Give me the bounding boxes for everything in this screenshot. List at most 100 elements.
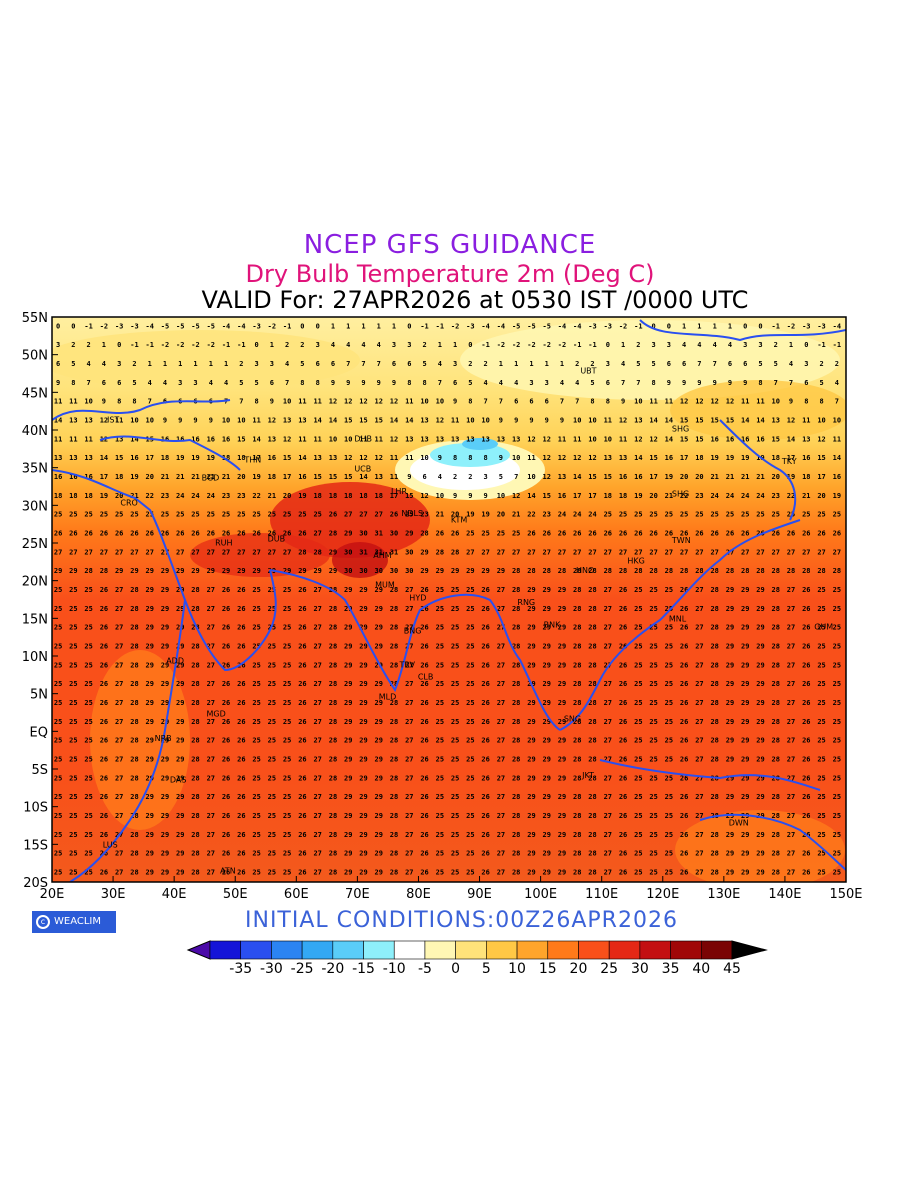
grid-value: 2 bbox=[774, 341, 778, 349]
grid-value: 26 bbox=[619, 831, 627, 839]
grid-value: -4 bbox=[497, 322, 505, 330]
grid-value: 27 bbox=[604, 624, 612, 632]
grid-value: 26 bbox=[237, 793, 245, 801]
lat-label: EQ bbox=[30, 725, 48, 740]
grid-value: 28 bbox=[772, 567, 780, 575]
grid-value: 27 bbox=[695, 812, 703, 820]
grid-value: 25 bbox=[665, 755, 673, 763]
grid-value: 27 bbox=[161, 548, 169, 556]
grid-value: 29 bbox=[161, 737, 169, 745]
grid-value: 27 bbox=[100, 548, 108, 556]
grid-value: 13 bbox=[405, 435, 413, 443]
grid-value: 28 bbox=[390, 812, 398, 820]
grid-value: 16 bbox=[634, 473, 642, 481]
grid-value: 29 bbox=[161, 850, 169, 858]
grid-value: 29 bbox=[344, 661, 352, 669]
grid-value: 26 bbox=[802, 737, 810, 745]
city-label: BNG bbox=[404, 626, 422, 635]
grid-value: 25 bbox=[161, 511, 169, 519]
grid-value: 26 bbox=[329, 511, 337, 519]
grid-value: 27 bbox=[115, 586, 123, 594]
grid-value: 0 bbox=[254, 341, 258, 349]
grid-value: 28 bbox=[130, 812, 138, 820]
grid-value: 25 bbox=[84, 511, 92, 519]
grid-value: 4 bbox=[148, 379, 152, 387]
grid-value: 29 bbox=[161, 624, 169, 632]
lat-label: 40N bbox=[22, 424, 48, 439]
grid-value: 26 bbox=[420, 624, 428, 632]
grid-value: 0 bbox=[606, 341, 610, 349]
grid-value: 27 bbox=[497, 850, 505, 858]
grid-value: 25 bbox=[833, 661, 841, 669]
grid-value: 26 bbox=[237, 774, 245, 782]
grid-value: 26 bbox=[237, 680, 245, 688]
grid-value: 27 bbox=[115, 774, 123, 782]
grid-value: 14 bbox=[634, 454, 642, 462]
grid-value: 26 bbox=[298, 718, 306, 726]
grid-value: 27 bbox=[772, 548, 780, 556]
colorbar-label: -5 bbox=[417, 961, 432, 977]
grid-value: 26 bbox=[420, 774, 428, 782]
grid-value: 25 bbox=[466, 661, 474, 669]
grid-value: 19 bbox=[787, 473, 795, 481]
grid-value: 12 bbox=[726, 398, 734, 406]
grid-value: 29 bbox=[741, 850, 749, 858]
grid-value: 10 bbox=[84, 398, 92, 406]
colorbar-label: 0 bbox=[451, 961, 461, 977]
grid-value: -1 bbox=[817, 341, 825, 349]
grid-value: 28 bbox=[512, 850, 520, 858]
grid-value: 16 bbox=[69, 473, 77, 481]
grid-value: 9 bbox=[713, 379, 717, 387]
grid-value: 26 bbox=[237, 812, 245, 820]
grid-value: 1 bbox=[713, 322, 717, 330]
grid-value: 19 bbox=[481, 511, 489, 519]
grid-value: 29 bbox=[726, 774, 734, 782]
grid-value: 14 bbox=[649, 416, 657, 424]
grid-value: 29 bbox=[375, 812, 383, 820]
grid-value: 6 bbox=[316, 360, 320, 368]
grid-value: 12 bbox=[634, 435, 642, 443]
grid-value: 24 bbox=[558, 511, 566, 519]
grid-value: 9 bbox=[377, 379, 381, 387]
grid-value: 29 bbox=[344, 774, 352, 782]
grid-value: 29 bbox=[375, 661, 383, 669]
grid-value: 26 bbox=[741, 529, 749, 537]
grid-value: 24 bbox=[207, 492, 215, 500]
grid-value: 27 bbox=[54, 548, 62, 556]
grid-value: 28 bbox=[130, 624, 138, 632]
grid-value: 25 bbox=[512, 529, 520, 537]
grid-value: 29 bbox=[344, 642, 352, 650]
grid-value: 14 bbox=[54, 416, 62, 424]
grid-value: 25 bbox=[802, 511, 810, 519]
grid-value: 4 bbox=[102, 360, 106, 368]
grid-value: 10 bbox=[237, 416, 245, 424]
grid-value: 12 bbox=[329, 398, 337, 406]
grid-value: 14 bbox=[100, 454, 108, 462]
grid-value: 25 bbox=[649, 755, 657, 763]
grid-value: 9 bbox=[102, 398, 106, 406]
grid-value: 9 bbox=[545, 416, 549, 424]
grid-value: 12 bbox=[649, 435, 657, 443]
grid-value: 29 bbox=[359, 718, 367, 726]
city-label: LHR bbox=[391, 487, 407, 496]
grid-value: 2 bbox=[239, 360, 243, 368]
grid-value: 29 bbox=[726, 850, 734, 858]
grid-value: 28 bbox=[191, 774, 199, 782]
grid-value: 6 bbox=[117, 379, 121, 387]
grid-value: 28 bbox=[130, 831, 138, 839]
grid-value: 25 bbox=[69, 605, 77, 613]
grid-value: 27 bbox=[604, 850, 612, 858]
grid-value: 29 bbox=[344, 793, 352, 801]
grid-value: 27 bbox=[527, 548, 535, 556]
grid-value: 29 bbox=[359, 737, 367, 745]
grid-value: 29 bbox=[543, 699, 551, 707]
grid-value: 27 bbox=[115, 850, 123, 858]
grid-value: 29 bbox=[176, 755, 184, 763]
grid-value: 29 bbox=[558, 850, 566, 858]
grid-value: 26 bbox=[680, 737, 688, 745]
grid-value: 25 bbox=[54, 661, 62, 669]
grid-value: 25 bbox=[69, 680, 77, 688]
grid-value: -3 bbox=[130, 322, 138, 330]
grid-value: 28 bbox=[512, 793, 520, 801]
grid-value: 25 bbox=[69, 718, 77, 726]
